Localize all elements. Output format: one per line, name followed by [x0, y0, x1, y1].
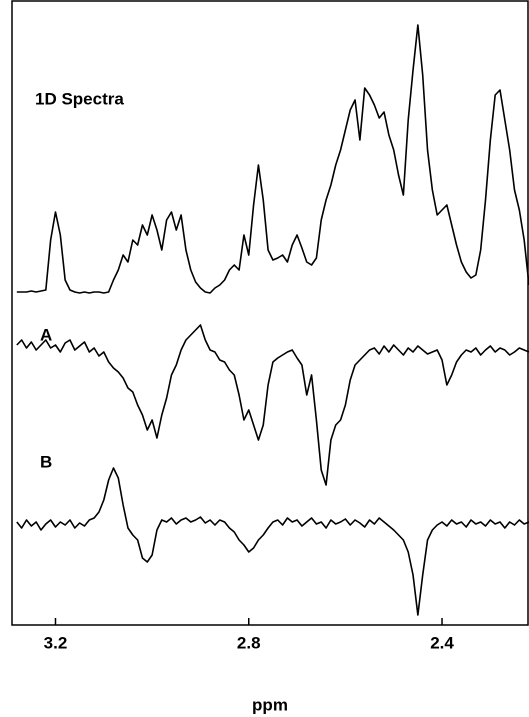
x-tick-label: 3.2 [44, 633, 68, 652]
spectrum-line [16, 324, 529, 486]
annotation: B [40, 452, 52, 471]
x-tick-label: 2.8 [237, 633, 261, 652]
spectrum-line [16, 467, 529, 616]
plot-frame [11, 0, 529, 626]
x-axis-label: ppm [252, 695, 288, 714]
x-tick-label: 2.4 [430, 633, 454, 652]
annotation: A [40, 325, 52, 344]
spectrum-line [16, 24, 529, 294]
annotation: 1D Spectra [35, 89, 124, 108]
